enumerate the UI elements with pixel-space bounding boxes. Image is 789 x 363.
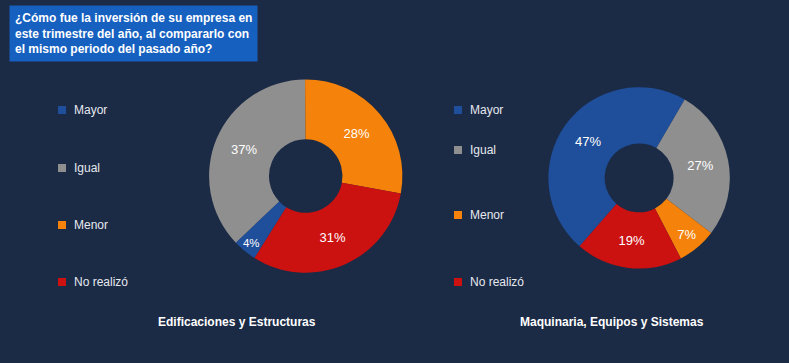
svg-text:Menor: Menor	[74, 218, 108, 232]
svg-text:Edificaciones y Estructuras: Edificaciones y Estructuras	[158, 315, 316, 329]
svg-text:27%: 27%	[687, 158, 713, 173]
svg-text:28%: 28%	[344, 126, 370, 141]
svg-text:37%: 37%	[231, 142, 257, 157]
svg-text:4%: 4%	[243, 237, 260, 249]
svg-text:No realizó: No realizó	[470, 275, 524, 289]
svg-text:No realizó: No realizó	[74, 275, 128, 289]
svg-text:7%: 7%	[677, 227, 696, 242]
svg-text:Mayor: Mayor	[74, 103, 107, 117]
svg-text:Mayor: Mayor	[470, 103, 503, 117]
svg-text:Menor: Menor	[470, 208, 504, 222]
svg-text:Igual: Igual	[74, 161, 100, 175]
svg-text:31%: 31%	[319, 230, 345, 245]
svg-text:¿Cómo fue la inversión de su e: ¿Cómo fue la inversión de su empresa ene…	[15, 11, 252, 56]
svg-text:19%: 19%	[618, 233, 644, 248]
svg-text:47%: 47%	[575, 134, 601, 149]
svg-text:Igual: Igual	[470, 143, 496, 157]
svg-text:Maquinaria, Equipos y Sistemas: Maquinaria, Equipos y Sistemas	[520, 315, 704, 329]
